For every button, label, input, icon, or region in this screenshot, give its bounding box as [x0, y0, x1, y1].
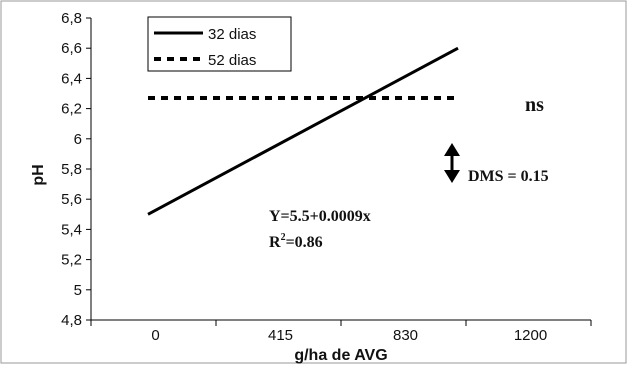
y-tick-label: 5,8 — [61, 161, 82, 178]
x-tick-label: 830 — [393, 327, 418, 344]
y-tick-label: 5,2 — [61, 252, 82, 269]
r-squared-prefix: R — [269, 234, 281, 251]
y-tick-label: 5,4 — [61, 221, 82, 238]
legend: 32 dias 52 dias — [147, 16, 292, 72]
legend-label-32-dias: 32 dias — [208, 26, 256, 43]
x-tick-label: 0 — [151, 327, 159, 344]
y-tick-label: 5 — [74, 282, 82, 299]
legend-box — [147, 16, 292, 72]
y-tick-label: 6,8 — [61, 10, 82, 27]
y-tick-label: 6 — [74, 131, 82, 148]
dms-arrow-up-icon — [444, 143, 460, 156]
y-tick-label: 6,6 — [61, 40, 82, 57]
dms-arrow-down-icon — [444, 170, 460, 183]
y-axis-label: pH — [30, 164, 47, 185]
x-tick-label: 1200 — [514, 327, 547, 344]
legend-label-52-dias: 52 dias — [208, 52, 256, 69]
y-tick-group: 4,8 5 5,2 5,4 5,6 5,8 6 6,2 6,4 6,6 6,8 — [61, 10, 91, 329]
x-tick-label: 415 — [268, 327, 293, 344]
r-squared-superscript: 2 — [281, 232, 286, 243]
dms-annotation: DMS = 0.15 — [468, 168, 549, 185]
x-axis-label: g/ha de AVG — [294, 347, 387, 364]
x-tick-group: 0 415 830 1200 — [90, 320, 592, 344]
y-tick-label: 4,8 — [61, 312, 82, 329]
r-squared-value: =0.86 — [286, 234, 323, 251]
dms-marker — [444, 143, 460, 183]
y-tick-label: 6,2 — [61, 101, 82, 118]
series-group — [147, 46, 459, 216]
y-tick-label: 6,4 — [61, 70, 82, 87]
series-line-32-dias — [147, 46, 459, 216]
ns-annotation: ns — [525, 94, 544, 116]
r-squared: R2=0.86 — [269, 232, 323, 251]
regression-equation: Y=5.5+0.0009x — [269, 208, 371, 225]
y-tick-label: 5,6 — [61, 191, 82, 208]
